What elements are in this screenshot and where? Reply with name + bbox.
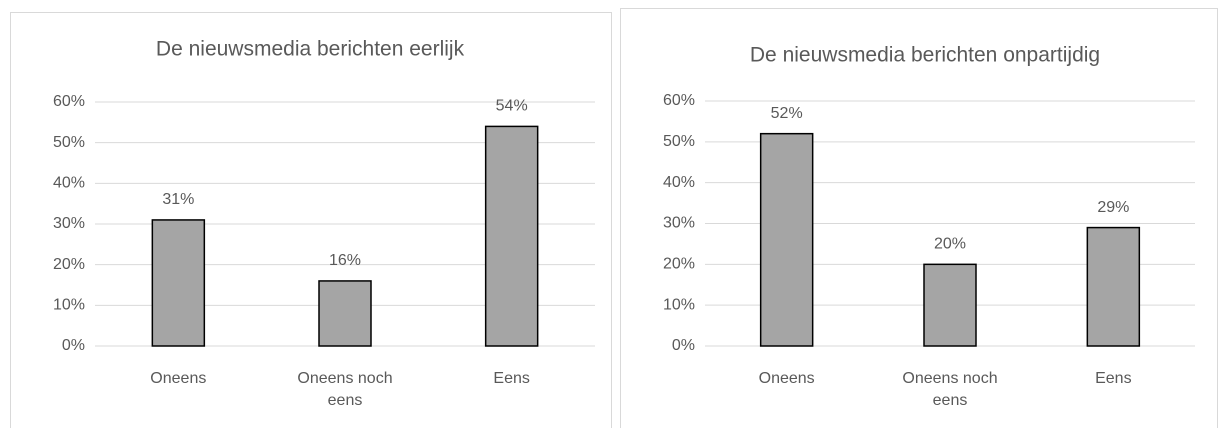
- data-label: 16%: [329, 252, 361, 269]
- y-tick-label: 40%: [663, 174, 695, 191]
- bar: [923, 263, 977, 347]
- data-label: 52%: [771, 105, 803, 122]
- chart-title: De nieuwsmedia berichten onpartijdig: [750, 44, 1100, 67]
- data-label: 31%: [162, 191, 194, 208]
- y-tick-label: 30%: [53, 215, 85, 232]
- y-tick-label: 10%: [663, 296, 695, 313]
- y-tick-label: 20%: [663, 256, 695, 273]
- y-tick-label: 50%: [53, 134, 85, 151]
- x-tick-label: Oneens: [150, 370, 207, 387]
- chart-frame: [620, 8, 1218, 428]
- y-tick-label: 40%: [53, 175, 85, 192]
- x-tick-label: Oneens: [758, 370, 815, 387]
- bar: [484, 125, 539, 347]
- chart-title: De nieuwsmedia berichten eerlijk: [156, 38, 465, 61]
- y-tick-label: 0%: [672, 337, 695, 354]
- chart-frame: [10, 12, 612, 428]
- bar: [759, 132, 814, 347]
- x-tick-label: Oneens noch eens: [297, 370, 393, 409]
- y-tick-label: 60%: [53, 93, 85, 110]
- y-tick-label: 0%: [62, 337, 85, 354]
- y-tick-label: 30%: [663, 215, 695, 232]
- data-label: 20%: [934, 236, 966, 253]
- bar: [151, 219, 206, 347]
- data-label: 54%: [496, 98, 528, 115]
- y-tick-label: 50%: [663, 133, 695, 150]
- y-tick-label: 60%: [663, 92, 695, 109]
- x-tick-label: Eens: [1095, 370, 1132, 387]
- bar: [1086, 226, 1141, 347]
- bar: [318, 280, 372, 347]
- x-tick-label: Eens: [493, 370, 530, 387]
- y-tick-label: 10%: [53, 297, 85, 314]
- x-tick-label: Oneens noch eens: [902, 370, 998, 409]
- y-tick-label: 20%: [53, 256, 85, 273]
- data-label: 29%: [1097, 199, 1129, 216]
